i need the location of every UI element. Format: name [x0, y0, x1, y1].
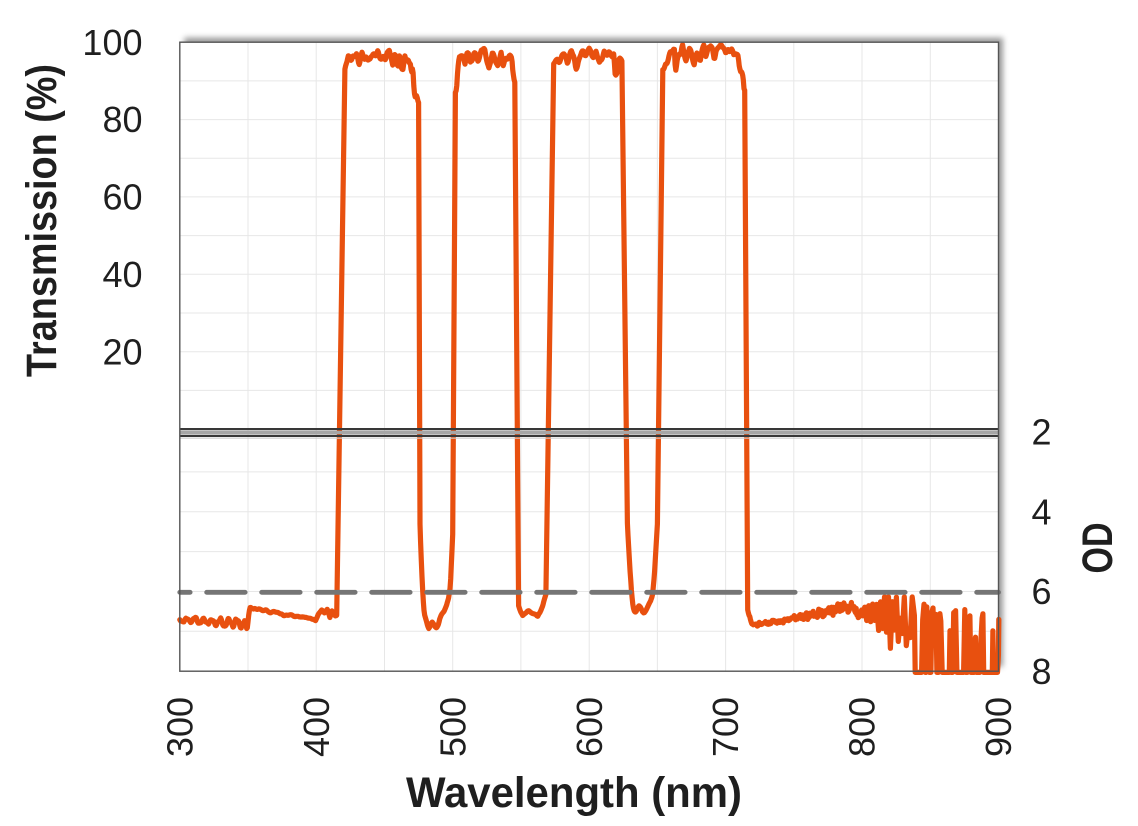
svg-text:OD: OD [1074, 523, 1122, 574]
svg-text:100: 100 [82, 22, 142, 63]
svg-text:600: 600 [569, 697, 610, 757]
svg-text:700: 700 [705, 697, 746, 757]
svg-text:20: 20 [102, 331, 142, 372]
svg-text:500: 500 [432, 697, 473, 757]
svg-text:40: 40 [102, 254, 142, 295]
svg-text:60: 60 [102, 177, 142, 218]
svg-text:2: 2 [1032, 412, 1052, 453]
svg-text:4: 4 [1032, 491, 1052, 532]
svg-text:Transmission (%): Transmission (%) [18, 64, 66, 377]
svg-text:80: 80 [102, 99, 142, 140]
svg-text:400: 400 [296, 697, 337, 757]
svg-text:8: 8 [1032, 651, 1052, 692]
svg-text:Wavelength (nm): Wavelength (nm) [406, 769, 742, 817]
svg-text:300: 300 [159, 697, 200, 757]
svg-text:800: 800 [842, 697, 883, 757]
svg-text:6: 6 [1032, 571, 1052, 612]
svg-text:900: 900 [978, 697, 1019, 757]
